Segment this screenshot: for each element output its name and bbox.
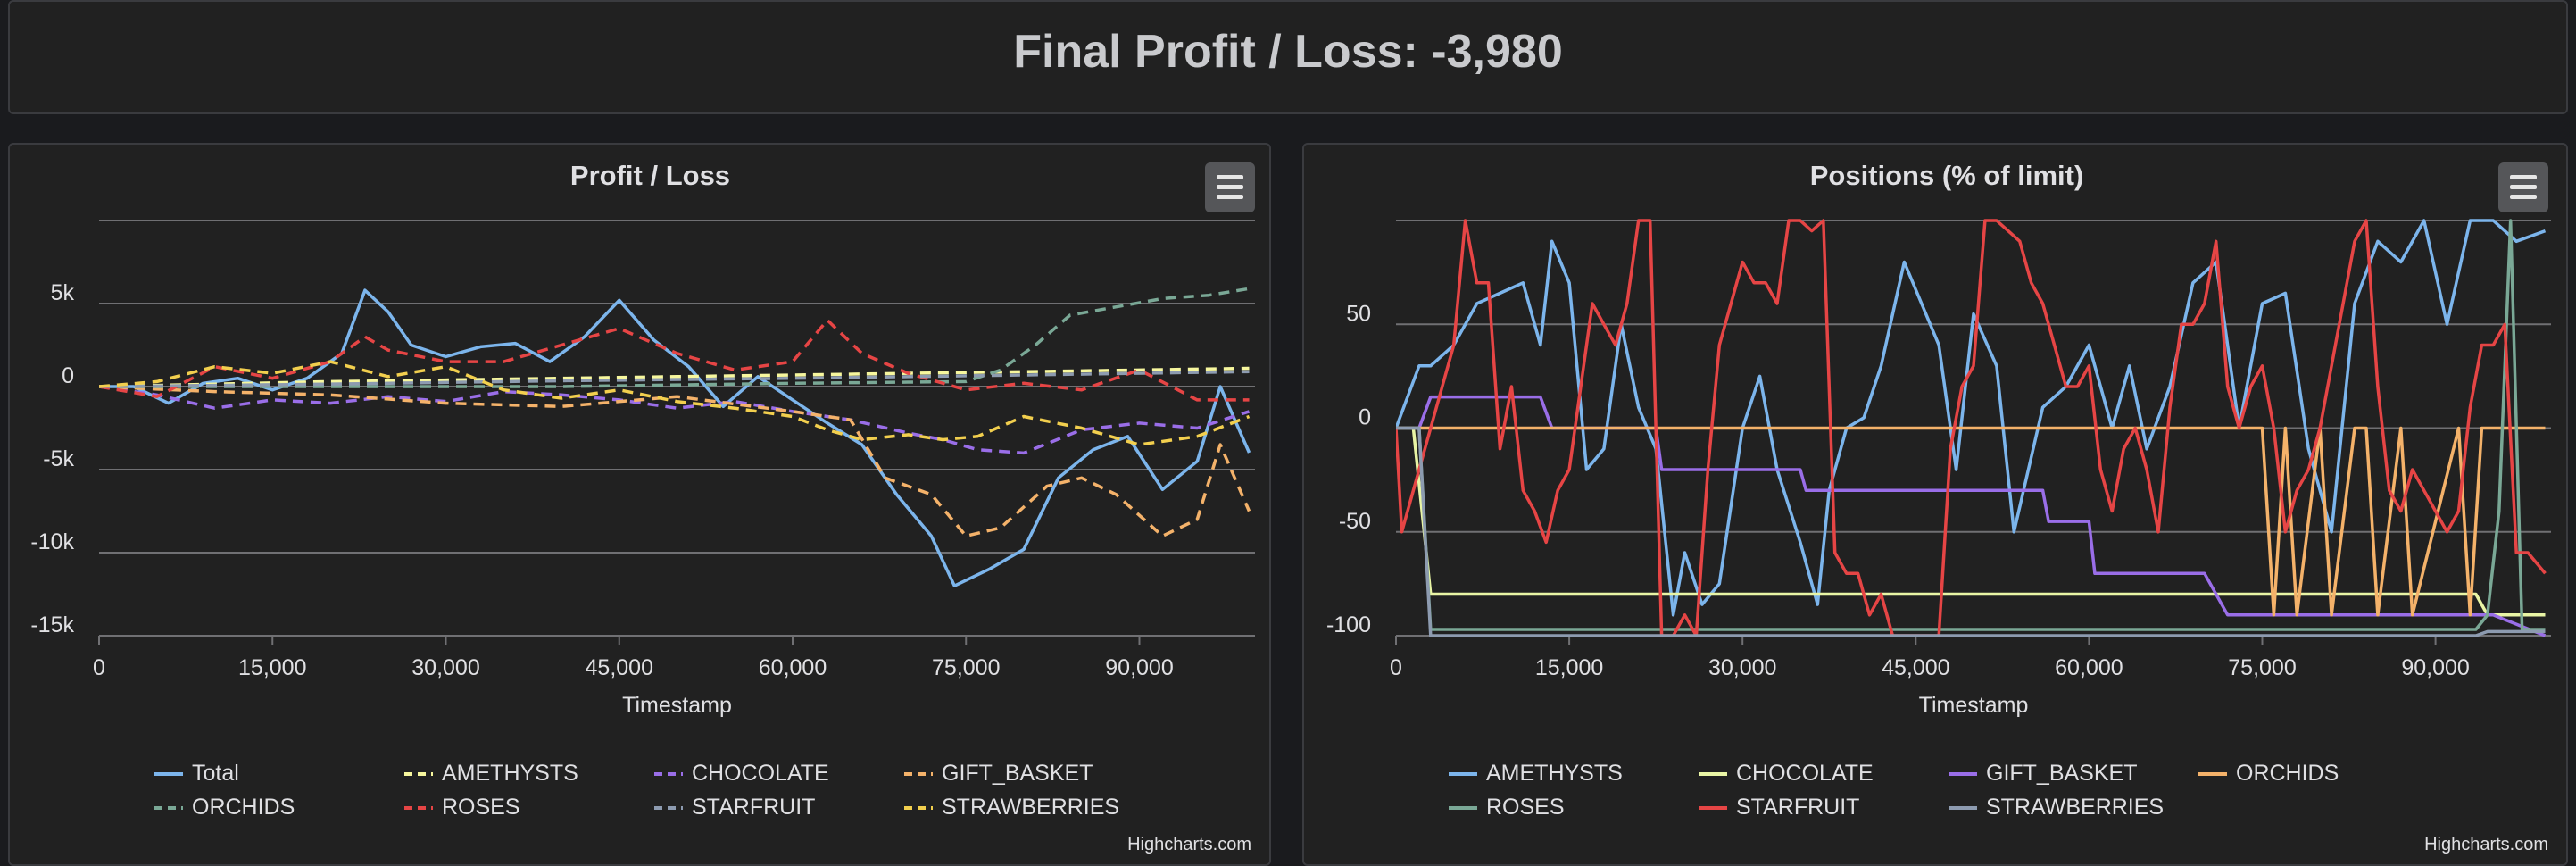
x-tick-label: 0 — [93, 655, 105, 680]
positions-chart-panel: Positions (% of limit) -100 -50 0 50 0 15,000 3… — [1302, 143, 2568, 866]
x-tick-label: 90,000 — [1105, 655, 1173, 680]
x-tick-label: 45,000 — [1882, 655, 1949, 680]
legend-symbol — [1947, 802, 1979, 814]
highcharts-credit[interactable]: Highcharts.com — [2424, 835, 2548, 855]
menu-icon-bar — [1217, 195, 1243, 199]
y-tick-label: 5k — [51, 280, 75, 305]
legend-label: ORCHIDS — [2236, 761, 2339, 787]
y-tick-label: -10k — [30, 529, 74, 554]
x-tick-label: 30,000 — [1708, 655, 1776, 680]
legend-label: CHOCOLATE — [1736, 761, 1874, 787]
legend-label: STARFRUIT — [1736, 795, 1859, 820]
legend-symbol — [1697, 802, 1729, 814]
positions-legend: AMETHYSTS CHOCOLATE GIFT_BASKET ORCHIDS ROSE… — [1304, 755, 2566, 836]
header-panel: Final Profit / Loss: -3,980 — [8, 0, 2568, 114]
y-tick-label: 50 — [1346, 301, 1371, 326]
series-line-orchids[interactable] — [1396, 429, 2546, 615]
y-tick-label: 0 — [62, 363, 74, 388]
profit-loss-chart-panel: Profit / Loss -15k -10k -5k 0 5k 0 15,000 30,000… — [8, 143, 1271, 866]
legend-symbol — [1447, 802, 1479, 814]
x-tick-label: 75,000 — [2228, 655, 2296, 680]
legend-label: GIFT_BASKET — [1986, 761, 2137, 787]
legend-symbol — [1447, 768, 1479, 780]
legend-symbol — [403, 768, 435, 780]
legend-symbol — [902, 802, 935, 814]
x-tick-label: 60,000 — [2055, 655, 2123, 680]
legend-label: STRAWBERRIES — [942, 795, 1119, 820]
legend-symbol — [652, 802, 685, 814]
x-tick-label: 75,000 — [932, 655, 1000, 680]
x-tick-label: 45,000 — [586, 655, 653, 680]
legend-label: AMETHYSTS — [442, 761, 578, 787]
legend-label: AMETHYSTS — [1486, 761, 1623, 787]
legend-label: CHOCOLATE — [692, 761, 829, 787]
legend-label: ROSES — [442, 795, 520, 820]
legend-label: Total — [192, 761, 239, 787]
x-tick-label: 30,000 — [411, 655, 479, 680]
x-tick-label: 15,000 — [238, 655, 306, 680]
legend-symbol — [153, 802, 185, 814]
menu-icon-bar — [2510, 185, 2537, 189]
x-axis-title: Timestamp — [622, 693, 732, 718]
legend-label: ROSES — [1486, 795, 1565, 820]
legend-symbol — [902, 768, 935, 780]
legend-symbol — [1697, 768, 1729, 780]
chart-title: Positions (% of limit) — [1810, 160, 2084, 191]
x-tick-label: 60,000 — [759, 655, 827, 680]
legend-symbol — [1947, 768, 1979, 780]
legend-symbol — [403, 802, 435, 814]
legend-label: GIFT_BASKET — [942, 761, 1093, 787]
menu-icon-bar — [2510, 195, 2537, 199]
x-tick-label: 0 — [1390, 655, 1402, 680]
x-tick-label: 90,000 — [2401, 655, 2469, 680]
y-tick-label: -100 — [1326, 612, 1371, 637]
series-line-roses[interactable] — [99, 321, 1250, 400]
y-tick-label: -50 — [1339, 509, 1371, 534]
x-axis-title: Timestamp — [1919, 693, 2029, 718]
y-tick-label: -5k — [43, 446, 74, 471]
series-line-total[interactable] — [99, 290, 1250, 586]
x-tick-label: 15,000 — [1535, 655, 1603, 680]
final-profit-loss-title: Final Profit / Loss: -3,980 — [10, 25, 2566, 79]
highcharts-credit[interactable]: Highcharts.com — [1127, 835, 1251, 855]
legend-label: ORCHIDS — [192, 795, 295, 820]
legend-symbol — [652, 768, 685, 780]
chart-menu-button[interactable] — [1205, 162, 1255, 212]
profit-loss-legend: Total AMETHYSTS CHOCOLATE GIFT_BASKET ORCHID… — [10, 755, 1269, 836]
legend-symbol — [153, 768, 185, 780]
menu-icon — [1217, 175, 1243, 179]
y-tick-label: -15k — [30, 612, 74, 637]
y-tick-label: 0 — [1359, 405, 1371, 430]
chart-menu-button[interactable] — [2498, 162, 2548, 212]
legend-symbol — [2197, 768, 2229, 780]
menu-icon — [2510, 175, 2537, 179]
legend-label: STRAWBERRIES — [1986, 795, 2164, 820]
legend-label: STARFRUIT — [692, 795, 815, 820]
menu-icon-bar — [1217, 185, 1243, 189]
chart-title: Profit / Loss — [570, 160, 730, 191]
